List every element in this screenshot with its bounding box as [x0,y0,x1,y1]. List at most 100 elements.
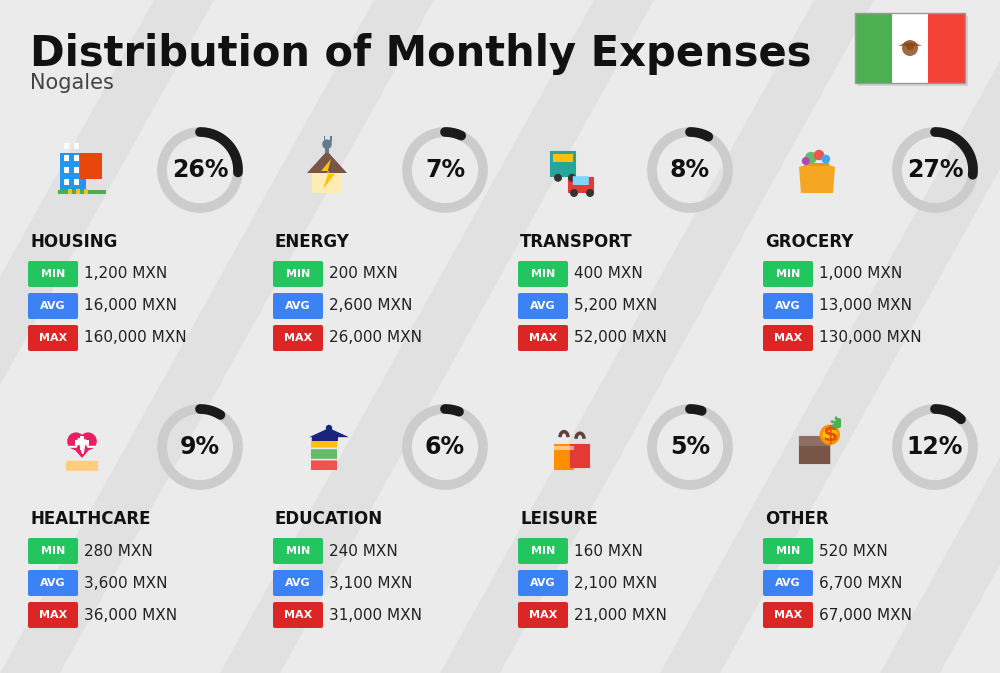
Bar [554,446,574,450]
Bar [74,155,79,161]
FancyBboxPatch shape [273,261,323,287]
FancyBboxPatch shape [799,438,830,464]
FancyBboxPatch shape [763,538,813,564]
Bar [76,189,80,194]
Bar [855,13,892,83]
Bar [68,189,72,194]
Text: MAX: MAX [284,333,312,343]
Text: 21,000 MXN: 21,000 MXN [574,608,667,623]
FancyBboxPatch shape [763,570,813,596]
Text: MAX: MAX [529,610,557,620]
Text: MAX: MAX [39,333,67,343]
Text: MIN: MIN [531,546,555,556]
Bar [892,13,928,83]
Bar [928,13,965,83]
Bar [64,155,69,161]
Text: Nogales: Nogales [30,73,114,93]
FancyBboxPatch shape [28,325,78,351]
Text: TRANSPORT: TRANSPORT [520,233,633,251]
Circle shape [821,426,839,444]
Text: MAX: MAX [774,333,802,343]
Text: AVG: AVG [530,301,556,311]
Text: 2,100 MXN: 2,100 MXN [574,575,657,590]
FancyBboxPatch shape [518,602,568,628]
Text: MIN: MIN [286,546,310,556]
Text: EDUCATION: EDUCATION [275,510,383,528]
Bar [312,437,338,441]
FancyBboxPatch shape [28,538,78,564]
Text: 400 MXN: 400 MXN [574,267,643,281]
Bar [75,440,89,445]
Text: 130,000 MXN: 130,000 MXN [819,330,922,345]
Bar [80,153,102,179]
Text: AVG: AVG [40,578,66,588]
FancyBboxPatch shape [28,261,78,287]
Text: 9%: 9% [180,435,220,459]
Bar [805,163,829,166]
Text: 16,000 MXN: 16,000 MXN [84,299,177,314]
Text: HEALTHCARE: HEALTHCARE [30,510,150,528]
Text: 36,000 MXN: 36,000 MXN [84,608,177,623]
Text: 31,000 MXN: 31,000 MXN [329,608,422,623]
Text: 520 MXN: 520 MXN [819,544,888,559]
Text: MIN: MIN [776,546,800,556]
FancyBboxPatch shape [518,538,568,564]
Bar [74,143,79,149]
FancyBboxPatch shape [570,444,590,468]
Text: OTHER: OTHER [765,510,829,528]
Text: GROCERY: GROCERY [765,233,853,251]
FancyBboxPatch shape [273,293,323,319]
FancyBboxPatch shape [273,325,323,351]
Polygon shape [220,0,654,673]
Bar [330,136,332,142]
Text: AVG: AVG [775,301,801,311]
FancyBboxPatch shape [554,444,574,470]
Text: MIN: MIN [776,269,800,279]
Circle shape [902,40,918,56]
Text: 1,200 MXN: 1,200 MXN [84,267,167,281]
FancyBboxPatch shape [273,538,323,564]
Circle shape [568,174,576,182]
Text: 200 MXN: 200 MXN [329,267,398,281]
Text: AVG: AVG [530,578,556,588]
Polygon shape [321,159,335,189]
Text: MAX: MAX [529,333,557,343]
Polygon shape [799,165,835,193]
Bar [60,153,86,193]
Polygon shape [309,428,349,437]
Text: 280 MXN: 280 MXN [84,544,153,559]
Polygon shape [0,0,434,673]
Circle shape [570,189,578,197]
Circle shape [79,432,97,450]
Bar [64,143,69,149]
Polygon shape [910,42,922,46]
Text: 12%: 12% [907,435,963,459]
Text: 8%: 8% [670,158,710,182]
Text: 3,100 MXN: 3,100 MXN [329,575,412,590]
Text: 13,000 MXN: 13,000 MXN [819,299,912,314]
Polygon shape [440,0,874,673]
Text: 67,000 MXN: 67,000 MXN [819,608,912,623]
FancyBboxPatch shape [518,293,568,319]
Text: Distribution of Monthly Expenses: Distribution of Monthly Expenses [30,33,812,75]
Text: $: $ [822,425,838,445]
Text: 26%: 26% [172,158,228,182]
FancyBboxPatch shape [763,261,813,287]
FancyBboxPatch shape [311,438,337,448]
Bar [553,154,573,162]
Bar [74,180,79,185]
FancyBboxPatch shape [799,436,830,446]
Bar [84,189,88,194]
Polygon shape [660,0,1000,673]
Text: AVG: AVG [40,301,66,311]
Text: 27%: 27% [907,158,963,182]
Bar [64,168,69,173]
Text: 26,000 MXN: 26,000 MXN [329,330,422,345]
Text: 6%: 6% [425,435,465,459]
Text: MAX: MAX [39,610,67,620]
Bar [80,435,84,450]
Circle shape [805,152,817,164]
Circle shape [586,189,594,197]
Circle shape [906,42,914,50]
Polygon shape [0,0,214,673]
